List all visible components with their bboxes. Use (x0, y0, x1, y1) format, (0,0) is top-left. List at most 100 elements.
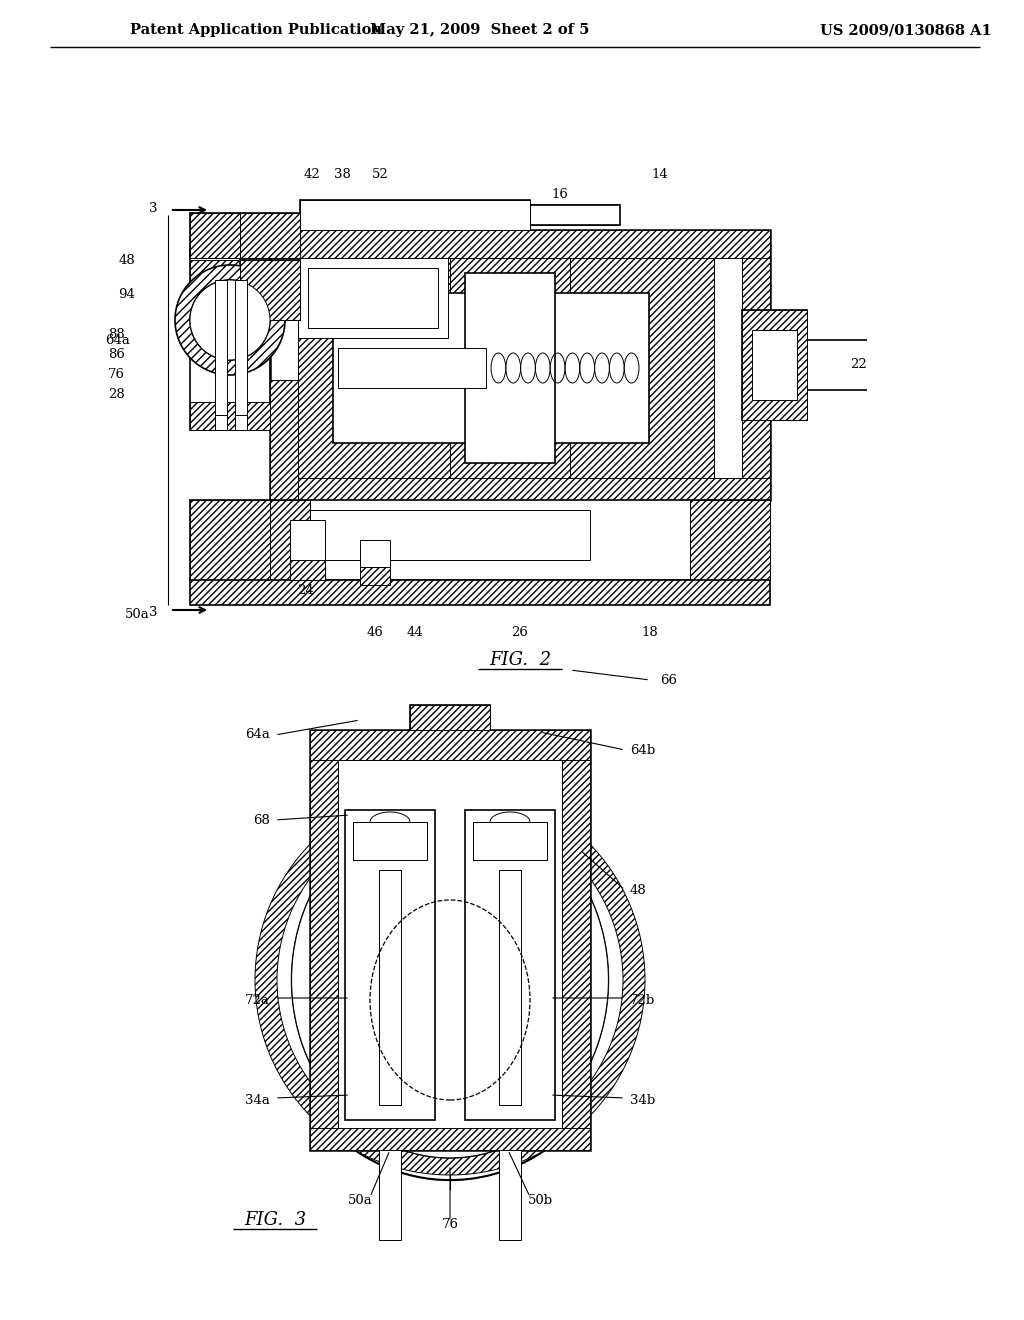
Bar (310, 730, 590, 760)
Text: 50b: 50b (527, 1193, 553, 1206)
Bar (190, 403, 270, 430)
Text: May 21, 2009  Sheet 2 of 5: May 21, 2009 Sheet 2 of 5 (371, 22, 590, 37)
Bar (190, 579, 770, 605)
Text: 76: 76 (108, 368, 125, 381)
Text: 64a: 64a (105, 334, 130, 346)
Bar (234, 414, 247, 430)
Text: 76: 76 (441, 1218, 459, 1232)
Bar (410, 705, 490, 730)
Bar (240, 213, 300, 257)
Bar (450, 257, 570, 478)
Bar (308, 268, 438, 327)
Bar (298, 257, 449, 338)
Bar (499, 1150, 521, 1239)
Bar (465, 810, 555, 1119)
Bar (752, 330, 797, 400)
Bar (190, 213, 240, 257)
Bar (310, 760, 338, 1150)
Bar (742, 310, 807, 420)
Bar (465, 273, 555, 463)
Text: 38: 38 (334, 169, 350, 181)
Bar (270, 500, 310, 579)
Text: 18: 18 (642, 626, 658, 639)
Bar (270, 230, 770, 500)
Bar (562, 760, 590, 1150)
Circle shape (190, 280, 270, 360)
Bar (310, 510, 590, 560)
Bar (240, 260, 300, 319)
Ellipse shape (292, 803, 608, 1158)
Bar (190, 260, 270, 300)
Ellipse shape (269, 780, 631, 1180)
Bar (742, 310, 807, 420)
Text: 22: 22 (850, 359, 866, 371)
Bar (333, 293, 649, 444)
Bar (190, 500, 770, 579)
Text: 50a: 50a (347, 1193, 373, 1206)
Bar (290, 520, 325, 579)
Bar (473, 822, 547, 861)
Bar (215, 280, 227, 420)
Bar (298, 257, 714, 478)
Bar (300, 201, 530, 230)
Bar (234, 280, 247, 420)
Text: 86: 86 (109, 348, 125, 362)
Bar (290, 560, 325, 579)
Bar (360, 540, 390, 585)
Text: 3: 3 (150, 202, 158, 214)
Text: 88: 88 (109, 329, 125, 342)
Text: 26: 26 (512, 626, 528, 639)
Text: 48: 48 (118, 253, 135, 267)
Ellipse shape (269, 780, 631, 1180)
Bar (215, 414, 227, 430)
Bar (270, 230, 770, 257)
Bar (742, 257, 770, 500)
Text: 28: 28 (109, 388, 125, 401)
Text: US 2009/0130868 A1: US 2009/0130868 A1 (820, 22, 992, 37)
Bar (379, 1150, 401, 1239)
Bar (360, 568, 390, 585)
Text: 42: 42 (304, 169, 321, 181)
Text: 3: 3 (150, 606, 158, 619)
Text: Patent Application Publication: Patent Application Publication (130, 22, 382, 37)
Bar (499, 870, 521, 1105)
Bar (270, 380, 298, 500)
Bar (190, 213, 300, 257)
Wedge shape (255, 785, 645, 1175)
Text: 64a: 64a (245, 729, 270, 742)
Text: 34b: 34b (630, 1093, 655, 1106)
Text: 64b: 64b (630, 743, 655, 756)
Text: 72a: 72a (245, 994, 270, 1006)
Bar (410, 705, 490, 730)
Wedge shape (175, 265, 285, 375)
Text: 66: 66 (660, 673, 677, 686)
Bar (270, 478, 770, 500)
Bar (353, 822, 427, 861)
Bar (190, 249, 270, 430)
Ellipse shape (292, 803, 608, 1158)
Bar (310, 730, 590, 1150)
Text: 68: 68 (253, 813, 270, 826)
Bar (379, 870, 401, 1105)
Text: 94: 94 (118, 289, 135, 301)
Text: 72b: 72b (630, 994, 655, 1006)
Text: 16: 16 (552, 189, 568, 202)
Bar (353, 822, 427, 861)
Text: FIG.  3: FIG. 3 (244, 1210, 306, 1229)
Bar (530, 205, 620, 224)
Text: 46: 46 (367, 626, 383, 639)
Text: 14: 14 (651, 169, 669, 181)
Bar (190, 500, 270, 579)
Bar (473, 822, 547, 861)
Bar (300, 201, 530, 230)
Bar (690, 500, 770, 579)
Text: 48: 48 (630, 883, 647, 896)
Text: 50a: 50a (125, 609, 150, 622)
Text: 24: 24 (297, 583, 313, 597)
Bar (240, 260, 300, 319)
Text: 34a: 34a (245, 1093, 270, 1106)
Text: 52: 52 (372, 169, 388, 181)
Text: FIG.  2: FIG. 2 (488, 651, 551, 669)
Bar (310, 1129, 590, 1150)
Text: 44: 44 (407, 626, 423, 639)
